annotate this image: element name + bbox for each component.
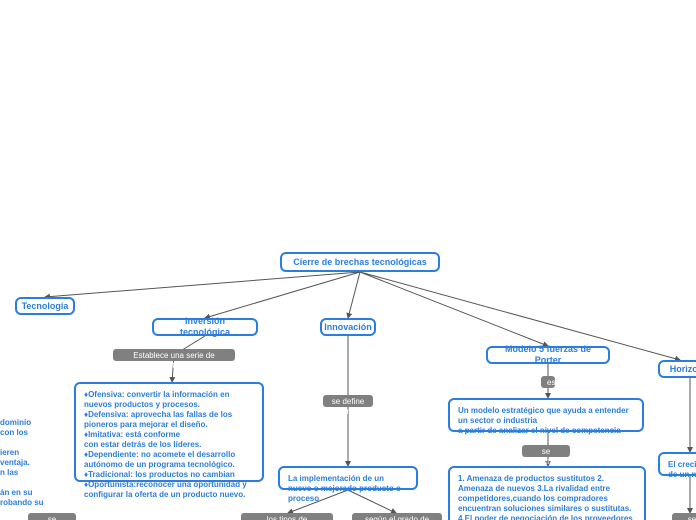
edge-label-grado: según el grado de novedad	[352, 513, 442, 520]
content-estrategiasBox: ♦Ofensiva: convertir la información en n…	[74, 382, 264, 482]
edge-label-estrategias: Establece una serie de estrategias	[113, 349, 235, 361]
edge-label-define: se define como	[323, 395, 373, 407]
content-amenazas: 1. Amenaza de productos sustitutos 2. Am…	[448, 466, 646, 520]
edge-label-clasifica: se clasifica en	[522, 445, 570, 457]
node-porter[interactable]: Modelo 5 fuerzas de Porter	[486, 346, 610, 364]
root-node[interactable]: Cierre de brechas tecnológicas	[280, 252, 440, 272]
content-modeloDesc: Un modelo estratégico que ayuda a entend…	[448, 398, 644, 432]
edge-label-clasifica2: se clasifica	[672, 513, 696, 520]
node-horizonte[interactable]: Horizont	[658, 360, 696, 378]
partial-left1: dominio con los ieren ventaja. n las án …	[0, 418, 36, 508]
content-implementacion: La implementación de un nuevo o mejorado…	[278, 466, 418, 490]
edge-label-es: es	[541, 376, 555, 388]
content-creci: El creci de un ne	[658, 452, 696, 476]
node-tecnologia[interactable]: Tecnología	[15, 297, 75, 315]
node-innovacion[interactable]: Innovación	[320, 318, 376, 336]
node-inversion[interactable]: Inversión tecnológica	[152, 318, 258, 336]
edge-label-bottomleft: se concentra	[28, 513, 76, 520]
edge-label-tipos: los tipos de innovación son	[241, 513, 333, 520]
